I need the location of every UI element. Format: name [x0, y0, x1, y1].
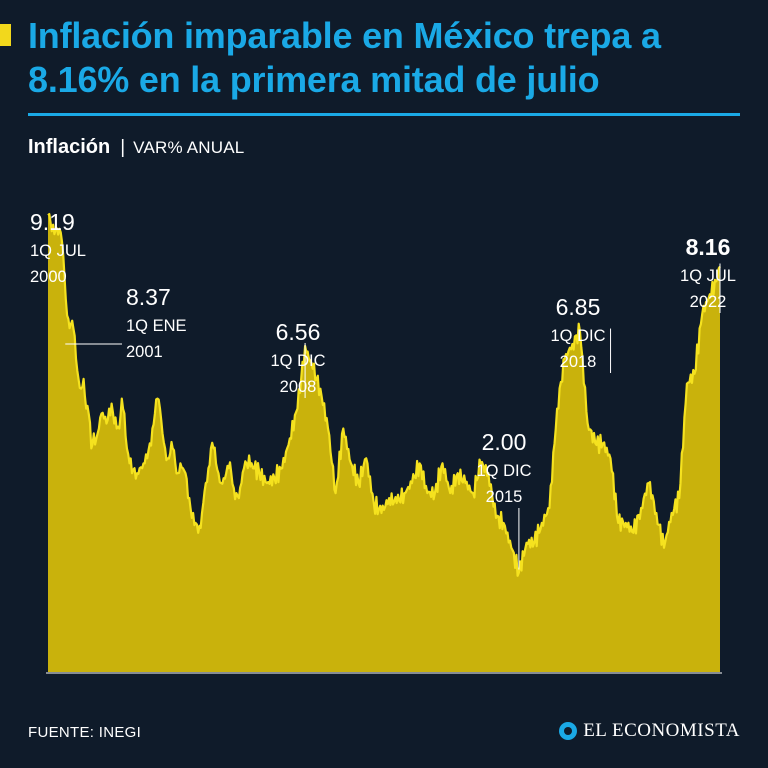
annotation-period: 1Q DIC [550, 327, 605, 345]
annotation-year: 2018 [560, 353, 597, 371]
subtitle-main: Inflación [28, 136, 111, 158]
source-note: FUENTE: INEGI [28, 724, 142, 741]
annotation-period: 1Q DIC [476, 462, 531, 480]
brand-name: EL ECONOMISTA [583, 720, 740, 741]
annotation-value: 9.19 [30, 209, 75, 235]
page-title: Inflación imparable en México trepa a 8.… [28, 15, 661, 100]
annotation-period: 1Q ENE [126, 317, 187, 335]
annotation-year: 2001 [126, 343, 163, 361]
subtitle-unit: VAR% ANUAL [133, 138, 245, 157]
annotation-value: 6.56 [276, 319, 321, 345]
annotation-period: 1Q JUL [30, 242, 86, 260]
annotation-period: 1Q DIC [270, 352, 325, 370]
annotation-value: 8.37 [126, 284, 171, 310]
annotation-year: 2022 [690, 293, 727, 311]
annotation-2008: 6.56 1Q DIC 2008 [270, 319, 326, 398]
annotation-2022: 8.16 1Q JUL 2022 [680, 234, 736, 313]
annotation-2015: 2.00 1Q DIC 2015 [476, 429, 532, 570]
subtitle-separator: | [120, 137, 126, 158]
title-divider [28, 113, 740, 116]
chart-subtitle: Inflación | VAR% ANUAL [28, 136, 244, 159]
annotation-value: 2.00 [482, 429, 527, 455]
annotation-2001: 8.37 1Q ENE 2001 [65, 284, 187, 361]
brand-logo-icon [559, 722, 578, 740]
series-area-fill [48, 214, 720, 672]
annotation-value: 6.85 [556, 294, 601, 320]
annotation-year: 2000 [30, 268, 67, 286]
annotation-period: 1Q JUL [680, 267, 736, 285]
title-accent-bar [0, 24, 11, 46]
annotation-year: 2015 [486, 488, 523, 506]
annotation-group: 9.19 1Q JUL 2000 8.37 1Q ENE 2001 6.56 1Q DIC 20… [30, 209, 736, 570]
brand-logo: EL ECONOMISTA [559, 720, 740, 742]
annotation-value: 8.16 [686, 234, 731, 260]
series-line [47, 213, 721, 577]
annotation-2018: 6.85 1Q DIC 2018 [550, 294, 612, 373]
annotation-year: 2008 [280, 378, 317, 396]
annotation-2000: 9.19 1Q JUL 2000 [30, 209, 86, 286]
